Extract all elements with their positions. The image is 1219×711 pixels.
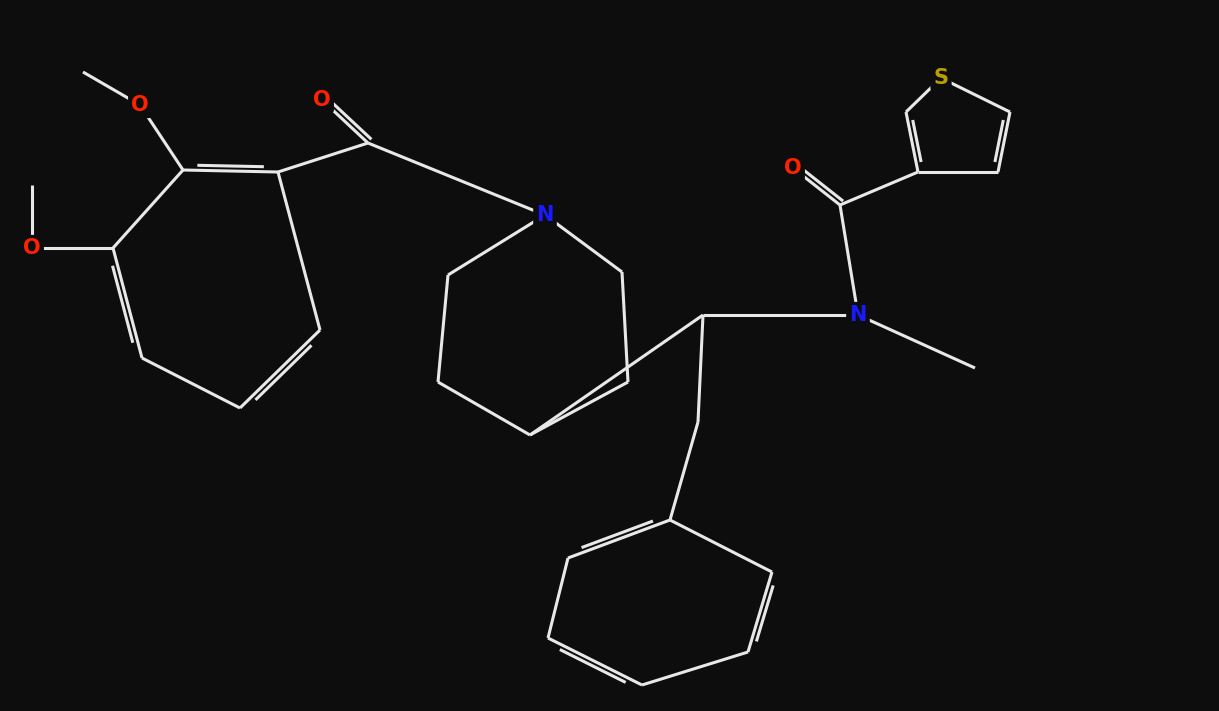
- Text: N: N: [536, 205, 553, 225]
- Text: N: N: [850, 305, 867, 325]
- Text: O: O: [313, 90, 330, 110]
- Text: O: O: [23, 238, 40, 258]
- Text: O: O: [784, 158, 802, 178]
- Text: O: O: [132, 95, 149, 115]
- Text: S: S: [934, 68, 948, 88]
